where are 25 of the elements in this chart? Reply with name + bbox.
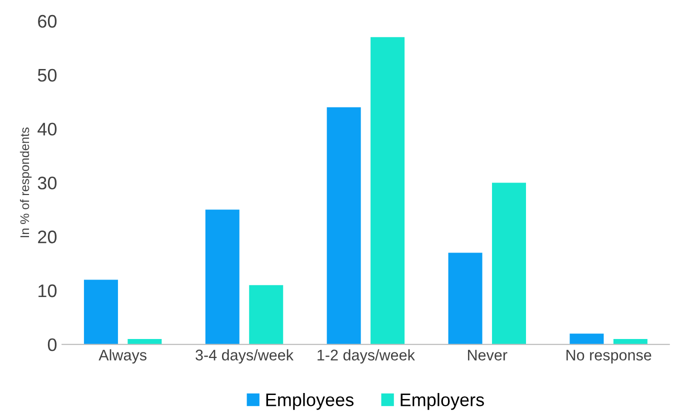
bar bbox=[326, 107, 361, 344]
x-tick-label: Never bbox=[468, 350, 508, 360]
x-tick-label: No response bbox=[566, 350, 652, 364]
bar bbox=[205, 210, 240, 344]
bar bbox=[84, 280, 118, 344]
bar bbox=[570, 334, 604, 344]
y-tick-label: 60 bbox=[38, 14, 57, 28]
y-tick-label: 30 bbox=[38, 176, 57, 190]
x-tick-label: 3-4 days/week bbox=[196, 349, 294, 364]
y-tick-label: 10 bbox=[38, 284, 57, 298]
x-tick-label: Always bbox=[98, 349, 146, 364]
y-tick-label: 50 bbox=[38, 68, 57, 82]
y-tick-label: 0 bbox=[48, 338, 57, 352]
y-tick-label: 20 bbox=[38, 230, 57, 244]
bar bbox=[613, 339, 648, 344]
legend-label: Employers bbox=[400, 392, 484, 410]
x-tick-label: 1-2 days/week bbox=[318, 349, 415, 364]
bar bbox=[370, 37, 405, 344]
bar bbox=[492, 182, 526, 344]
bar bbox=[128, 339, 162, 344]
bar bbox=[448, 252, 482, 344]
y-tick-label: 40 bbox=[38, 122, 57, 136]
bar bbox=[249, 285, 284, 344]
y-axis-title: In % of respondents bbox=[20, 128, 32, 238]
legend-label: Employees bbox=[266, 392, 354, 410]
